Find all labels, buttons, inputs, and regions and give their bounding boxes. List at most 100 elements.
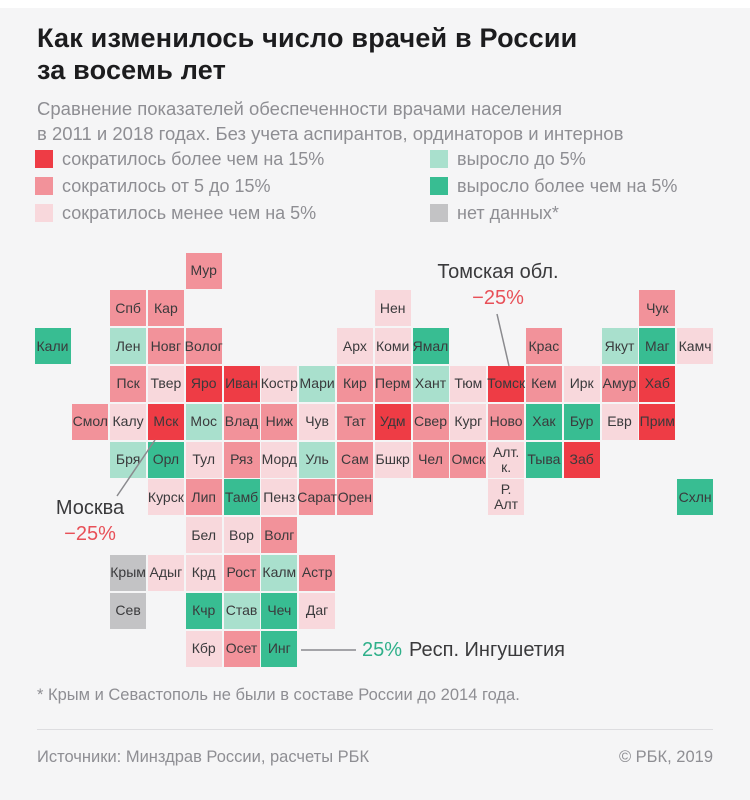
region-tile: Сев	[110, 592, 147, 629]
region-tile: Чел	[412, 441, 449, 478]
region-tile: Пск	[110, 365, 147, 402]
region-tile: Чук	[639, 290, 676, 327]
region-tile: Инг	[261, 630, 298, 667]
region-tile: Бел	[185, 517, 222, 554]
footer-source: Источники: Минздрав России, расчеты РБК	[37, 748, 370, 766]
region-tile: Морд	[261, 441, 298, 478]
region-tile: Арх	[336, 328, 373, 365]
region-tile: Крас	[525, 328, 562, 365]
page-title: Как изменилось число врачей в России за …	[37, 22, 577, 86]
region-tile: Мос	[185, 403, 222, 440]
region-tile: Влад	[223, 403, 260, 440]
footer-copyright: © РБК, 2019	[618, 748, 713, 766]
region-tile: Свер	[412, 403, 449, 440]
region-tile: Сарат	[297, 479, 337, 516]
region-tile: Кем	[525, 365, 562, 402]
region-tile: Евр	[601, 403, 638, 440]
region-tile: Сам	[336, 441, 373, 478]
region-tile: Амур	[601, 365, 638, 402]
legend-swatch	[35, 177, 53, 195]
region-tile: Тат	[336, 403, 373, 440]
legend-swatch	[430, 204, 448, 222]
region-tile: Мари	[299, 365, 336, 402]
region-tile: Пенз	[261, 479, 298, 516]
region-tile: Иван	[223, 365, 260, 402]
annotation-ingushetia: 25% Респ. Ингушетия	[362, 639, 565, 662]
annotation-ingushetia-label: Респ. Ингушетия	[409, 639, 565, 661]
region-tile: Коми	[374, 328, 411, 365]
annotation-moscow-label: Москва	[55, 497, 125, 519]
region-tile: Крд	[185, 554, 222, 591]
region-tile: Алт. к.	[488, 441, 525, 478]
region-tile: Твер	[147, 365, 184, 402]
region-tile: Осет	[223, 630, 260, 667]
region-tile: Бур	[563, 403, 600, 440]
region-tile: Уль	[299, 441, 336, 478]
region-tile: Чеч	[261, 592, 298, 629]
region-tile: Калу	[110, 403, 147, 440]
legend-swatch	[430, 177, 448, 195]
region-tile: Волог	[185, 328, 223, 365]
legend-item: сократилось более чем на 15%	[35, 148, 325, 169]
region-tile: Рост	[223, 554, 260, 591]
region-tile: Прим	[639, 403, 676, 440]
region-tile: Кар	[147, 290, 184, 327]
region-tile: Р. Алт	[488, 479, 525, 516]
legend-label: нет данных*	[457, 202, 559, 223]
region-tile: Тамб	[223, 479, 260, 516]
region-tile: Курск	[147, 479, 184, 516]
region-tile: Заб	[563, 441, 600, 478]
footer-divider	[37, 729, 713, 730]
region-tile: Кург	[450, 403, 487, 440]
region-tile: Костр	[261, 365, 298, 402]
region-tile: Став	[223, 592, 260, 629]
region-tile: Орен	[336, 479, 373, 516]
annotation-tomsk-label: Томская обл.	[437, 261, 559, 283]
legend-column-decline: сократилось более чем на 15% сократилось …	[35, 148, 325, 231]
region-tile: Мур	[185, 252, 222, 289]
legend-swatch	[35, 204, 53, 222]
region-tile: Ряз	[223, 441, 260, 478]
legend-item: выросло более чем на 5%	[430, 176, 677, 196]
region-tile: Волг	[261, 517, 298, 554]
page-subtitle: Сравнение показателей обеспеченности вра…	[37, 96, 623, 146]
region-tile: Схлн	[677, 479, 714, 516]
legend-label: выросло до 5%	[457, 148, 586, 169]
region-tile: Ниж	[261, 403, 298, 440]
legend-swatch	[430, 150, 448, 168]
region-tile: Ново	[488, 403, 525, 440]
legend-swatch	[35, 150, 53, 168]
region-tile: Лен	[110, 328, 147, 365]
region-tile: Спб	[110, 290, 147, 327]
title-line-2: за восемь лет	[37, 55, 226, 85]
region-tile: Удм	[374, 403, 411, 440]
region-tile: Хант	[412, 365, 449, 402]
region-tile: Адыг	[147, 554, 184, 591]
annotation-tomsk: Томская обл. −25%	[413, 261, 583, 310]
region-tile: Новг	[147, 328, 184, 365]
legend-label: сократилось более чем на 15%	[62, 148, 325, 169]
region-tile: Хак	[525, 403, 562, 440]
region-tile: Кчр	[185, 592, 222, 629]
legend-column-growth: выросло до 5% выросло более чем на 5% нет …	[430, 148, 677, 231]
legend-label: сократилось от 5 до 15%	[62, 175, 271, 196]
region-tile: Бшкр	[374, 441, 411, 478]
region-tile: Даг	[299, 592, 336, 629]
annotation-ingushetia-value: 25%	[362, 639, 403, 661]
legend-item: сократилось менее чем на 5%	[35, 203, 324, 223]
footer: Источники: Минздрав России, расчеты РБК …	[37, 748, 713, 767]
top-strip	[0, 0, 750, 8]
region-tile: Камч	[677, 328, 714, 365]
region-tile: Тыва	[525, 441, 562, 478]
region-tile: Ирк	[563, 365, 600, 402]
legend-item: нет данных*	[430, 202, 677, 223]
annotation-moscow: Москва −25%	[37, 497, 143, 546]
region-tile: Чув	[299, 403, 336, 440]
region-tile: Орл	[147, 441, 184, 478]
subtitle-line-1: Сравнение показателей обеспеченности вра…	[37, 98, 562, 119]
region-tile: Тул	[185, 441, 222, 478]
region-tile: Нен	[374, 290, 411, 327]
region-tile: Якут	[601, 328, 638, 365]
region-tile: Кир	[336, 365, 373, 402]
